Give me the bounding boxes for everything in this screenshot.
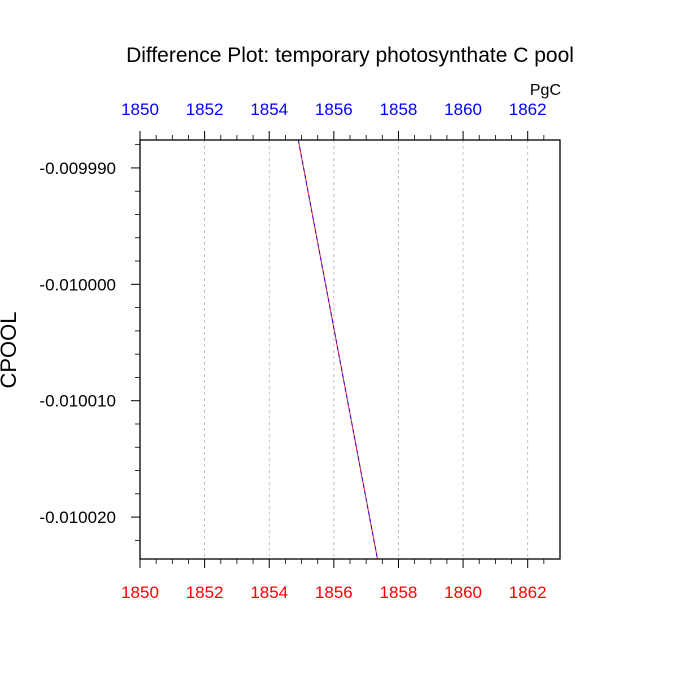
x-tick-label-bottom: 1860 [444, 583, 482, 602]
y-axis-label: CPOOL [0, 311, 21, 388]
x-tick-label-top: 1858 [380, 100, 418, 119]
y-tick-label: -0.009990 [39, 159, 116, 178]
y-tick-label: -0.010000 [39, 275, 116, 294]
ticks-layer [131, 131, 545, 568]
chart-title: Difference Plot: temporary photosynthate… [126, 44, 574, 67]
x-tick-label-bottom: 1854 [250, 583, 288, 602]
x-tick-label-top: 1852 [186, 100, 224, 119]
plot-frame [139, 139, 561, 560]
y-tick-label: -0.010020 [39, 508, 116, 527]
x-tick-label-bottom: 1856 [315, 583, 353, 602]
x-tick-label-top: 1860 [444, 100, 482, 119]
x-tick-label-bottom: 1858 [380, 583, 418, 602]
x-tick-label-bottom: 1850 [121, 583, 159, 602]
y-tick-label: -0.010010 [39, 392, 116, 411]
grid-layer [204, 140, 529, 559]
series-line-series-b [297, 139, 378, 560]
units-label: PgC [530, 82, 561, 99]
x-tick-label-top: 1854 [250, 100, 288, 119]
x-tick-label-top: 1850 [121, 100, 159, 119]
x-tick-label-bottom: 1862 [509, 583, 547, 602]
labels-layer: 1850 1850 1852 1852 1854 1854 1856 1856 1858 1858… [39, 100, 546, 602]
x-tick-label-top: 1862 [509, 100, 547, 119]
series-layer [297, 139, 378, 560]
x-tick-label-top: 1856 [315, 100, 353, 119]
x-tick-label-bottom: 1852 [186, 583, 224, 602]
